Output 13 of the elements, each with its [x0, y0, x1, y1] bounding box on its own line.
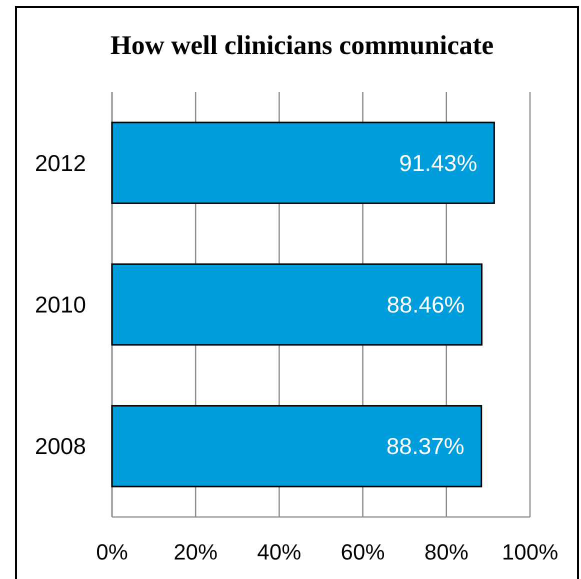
x-tick-label: 40%	[257, 540, 302, 564]
chart-title: How well clinicians communicate	[110, 30, 494, 60]
data-label: 88.37%	[386, 433, 464, 460]
x-tick-label: 80%	[424, 540, 468, 564]
x-tick-label: 20%	[174, 540, 218, 564]
x-tick-label: 100%	[502, 540, 558, 564]
y-tick-label: 2012	[34, 150, 86, 176]
x-tick-label: 60%	[340, 540, 385, 564]
y-tick-label: 2008	[34, 433, 86, 460]
data-label: 88.46%	[386, 292, 465, 318]
x-tick-label: 0%	[96, 540, 128, 564]
y-tick-label: 2010	[34, 292, 86, 318]
data-label: 91.43%	[399, 150, 478, 176]
